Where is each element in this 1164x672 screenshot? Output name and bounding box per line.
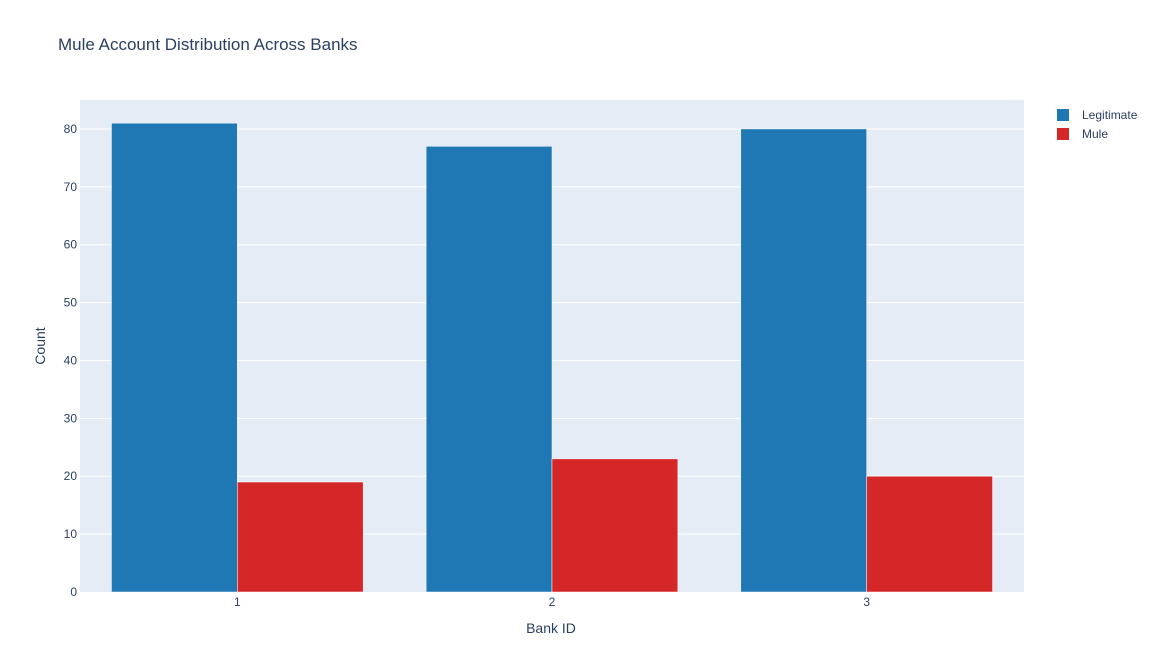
bar-legitimate-2[interactable] xyxy=(425,146,553,593)
y-tick-label: 20 xyxy=(64,469,78,483)
legend-label-mule[interactable]: Mule xyxy=(1082,127,1108,141)
y-tick-label: 60 xyxy=(64,238,78,252)
bar-mule-1[interactable] xyxy=(237,481,364,593)
bar-mule-2[interactable] xyxy=(551,458,679,593)
x-axis-ticks: 1 2 3 xyxy=(234,595,870,609)
y-axis-ticks: 0 10 20 30 40 50 60 70 80 xyxy=(64,122,78,599)
bars xyxy=(111,122,993,593)
chart-title: Mule Account Distribution Across Banks xyxy=(58,35,358,54)
x-tick-label: 3 xyxy=(863,595,870,609)
legend-swatch-legitimate[interactable] xyxy=(1057,109,1069,121)
y-tick-label: 70 xyxy=(64,180,78,194)
y-tick-label: 50 xyxy=(64,296,78,310)
y-tick-label: 10 xyxy=(64,527,78,541)
y-tick-label: 40 xyxy=(64,353,78,367)
x-tick-label: 1 xyxy=(234,595,241,609)
bar-mule-3[interactable] xyxy=(866,475,993,593)
x-tick-label: 2 xyxy=(549,595,556,609)
y-axis-title: Count xyxy=(32,327,48,364)
bar-legitimate-1[interactable] xyxy=(111,122,238,593)
x-axis-title: Bank ID xyxy=(526,620,576,636)
y-tick-label: 30 xyxy=(64,411,78,425)
y-tick-label: 0 xyxy=(70,585,77,599)
legend-label-legitimate[interactable]: Legitimate xyxy=(1082,108,1138,122)
legend-swatch-mule[interactable] xyxy=(1057,128,1069,140)
bar-legitimate-3[interactable] xyxy=(740,128,867,593)
legend[interactable]: Legitimate Mule xyxy=(1057,108,1138,141)
y-tick-label: 80 xyxy=(64,122,78,136)
